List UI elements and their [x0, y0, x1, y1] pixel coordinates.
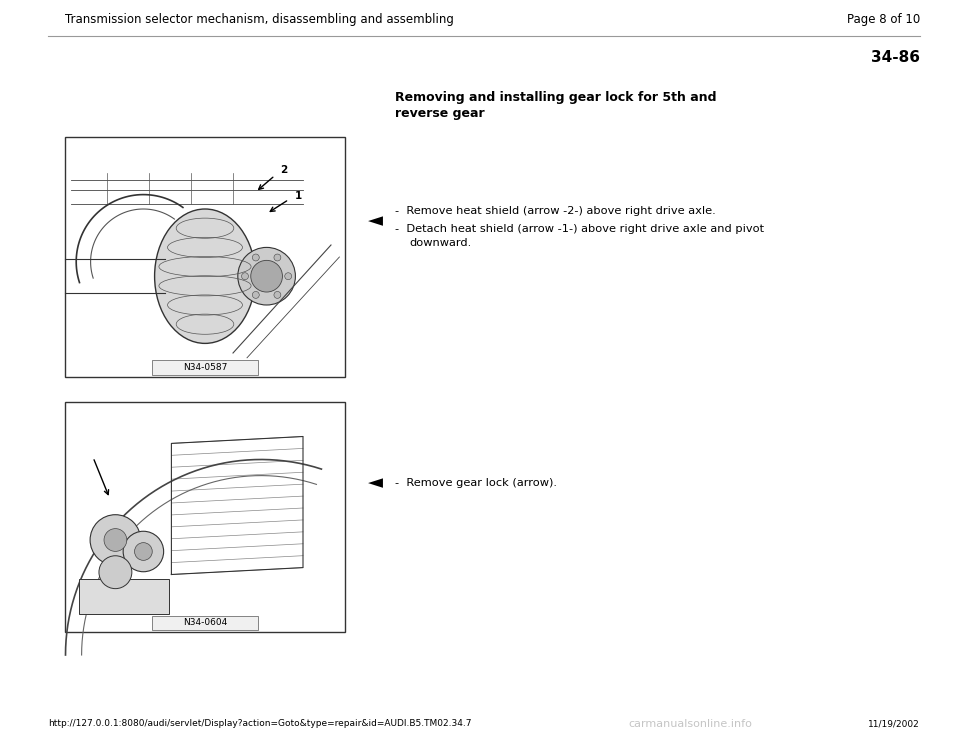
- Circle shape: [274, 254, 281, 261]
- Text: 2: 2: [280, 165, 288, 175]
- Text: ◄: ◄: [368, 211, 382, 231]
- Text: downward.: downward.: [409, 238, 471, 248]
- Text: -  Detach heat shield (arrow -1-) above right drive axle and pivot: - Detach heat shield (arrow -1-) above r…: [395, 224, 764, 234]
- Text: 34-86: 34-86: [871, 50, 920, 65]
- Text: 1: 1: [295, 191, 301, 201]
- Circle shape: [90, 515, 141, 565]
- Text: ◄: ◄: [368, 473, 382, 492]
- Circle shape: [285, 273, 292, 280]
- Circle shape: [252, 292, 259, 298]
- Circle shape: [252, 254, 259, 261]
- Circle shape: [123, 531, 163, 572]
- Circle shape: [251, 260, 282, 292]
- Text: Removing and installing gear lock for 5th and: Removing and installing gear lock for 5t…: [395, 91, 716, 103]
- Bar: [152, 616, 258, 630]
- Text: N34-0604: N34-0604: [182, 618, 228, 627]
- Text: -  Remove gear lock (arrow).: - Remove gear lock (arrow).: [395, 478, 557, 487]
- Bar: [79, 579, 169, 614]
- Text: Transmission selector mechanism, disassembling and assembling: Transmission selector mechanism, disasse…: [65, 13, 454, 27]
- Bar: [152, 360, 258, 375]
- Text: Page 8 of 10: Page 8 of 10: [847, 13, 920, 27]
- Circle shape: [242, 273, 249, 280]
- Bar: [65, 137, 345, 377]
- Circle shape: [238, 247, 296, 305]
- Text: -  Remove heat shield (arrow -2-) above right drive axle.: - Remove heat shield (arrow -2-) above r…: [395, 206, 716, 216]
- Circle shape: [274, 292, 281, 298]
- Circle shape: [99, 556, 132, 588]
- Text: reverse gear: reverse gear: [395, 108, 485, 120]
- Text: http://127.0.0.1:8080/audi/servlet/Display?action=Goto&type=repair&id=AUDI.B5.TM: http://127.0.0.1:8080/audi/servlet/Displ…: [48, 720, 471, 729]
- Text: carmanualsonline.info: carmanualsonline.info: [628, 719, 752, 729]
- Bar: [65, 402, 345, 632]
- Ellipse shape: [155, 209, 255, 344]
- Text: N34-0587: N34-0587: [182, 363, 228, 372]
- Text: 11/19/2002: 11/19/2002: [868, 720, 920, 729]
- Circle shape: [104, 528, 127, 551]
- Circle shape: [134, 542, 153, 560]
